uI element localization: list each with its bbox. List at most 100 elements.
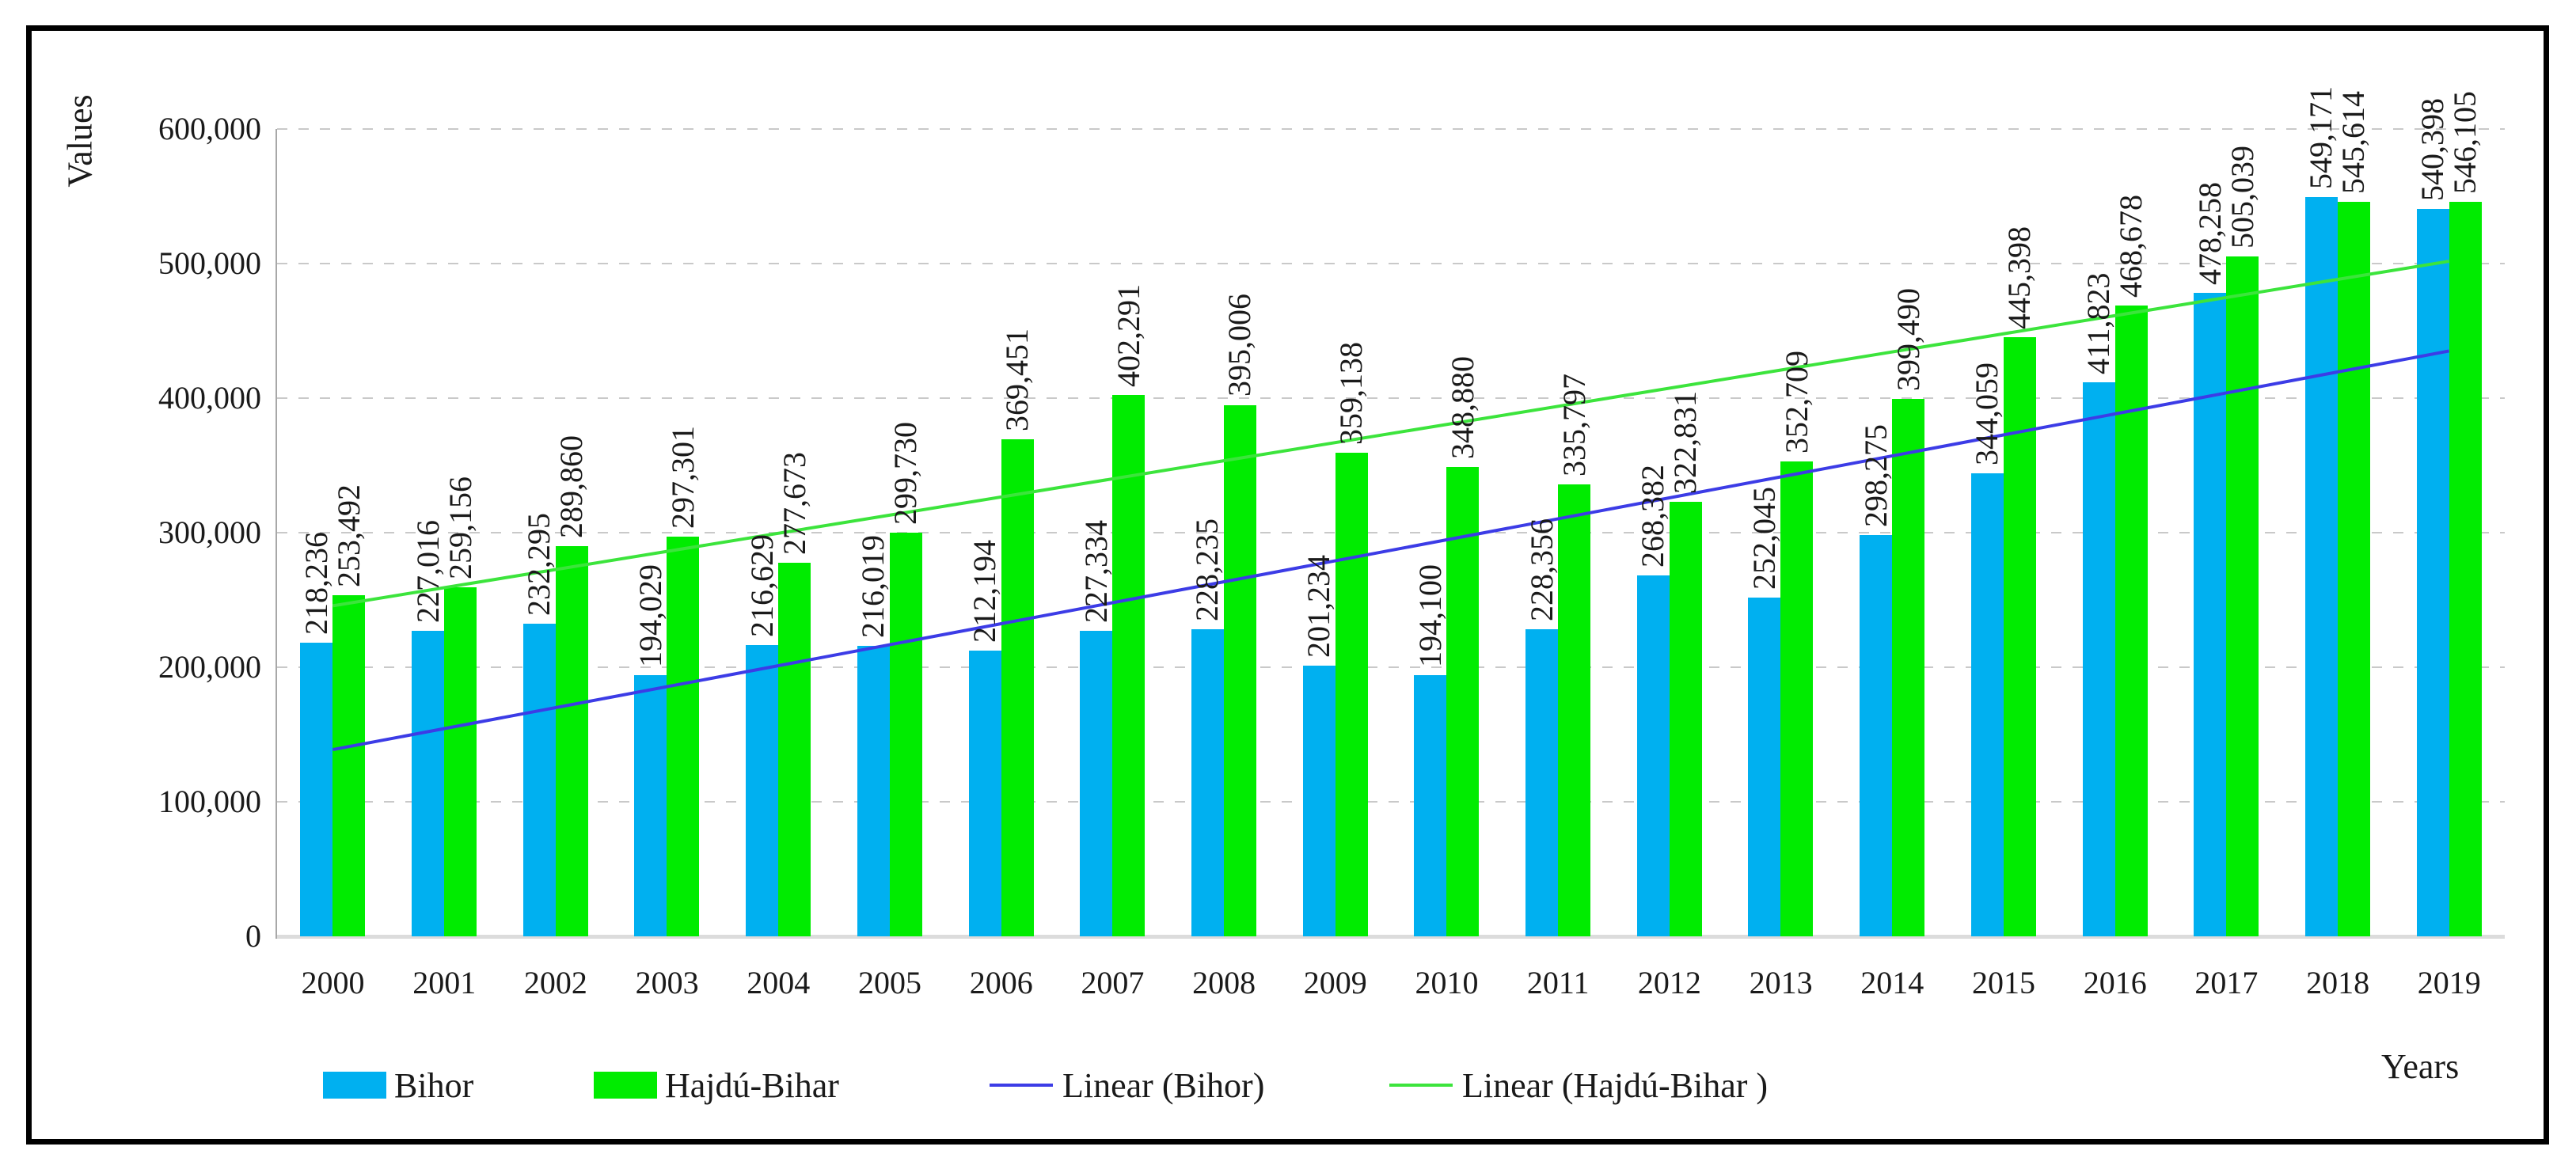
plot-area: 218,236 253,492 227,016 259,156 232,295 289,8…: [275, 86, 2505, 939]
bar-hajd-bihar: [2003, 336, 2036, 936]
bar-value-label: 545,614: [2335, 91, 2372, 195]
bar-hajd-bihar: [2449, 201, 2482, 936]
year-tick-label: 2014: [1860, 965, 1924, 1000]
legend-label: Bihor: [394, 1065, 474, 1105]
x-axis-line: [277, 935, 2505, 939]
year-tick-label: 2007: [1081, 965, 1145, 1000]
bar-hajd-bihar: [1780, 461, 1814, 936]
bar-value-label: 228,356: [1523, 518, 1560, 621]
bar-value-label: 253,492: [330, 484, 367, 588]
legend-swatch-hajd-bihar: [594, 1072, 657, 1099]
bar-value-label: 505,039: [2224, 146, 2260, 249]
bar-bihor: [522, 624, 556, 936]
bar-hajd-bihar: [778, 562, 811, 936]
bar-value-label: 352,709: [1778, 351, 1814, 454]
bar-value-label: 268,382: [1635, 464, 1671, 568]
bar-value-label: 227,016: [409, 520, 446, 624]
year-tick-label: 2006: [969, 965, 1033, 1000]
bar-bihor: [2082, 382, 2115, 936]
year-tick-label: 2003: [635, 965, 699, 1000]
bar-bihor: [746, 644, 779, 936]
year-tick-label: 2011: [1526, 965, 1590, 1000]
bar-value-label: 399,490: [1890, 287, 1926, 391]
bar-value-label: 228,235: [1189, 518, 1225, 621]
bar-value-label: 201,234: [1301, 554, 1337, 658]
trendlines-layer: [332, 260, 2450, 752]
legend-line-linear-hajd-bihar: [1389, 1084, 1453, 1087]
legend-item-linear-bihor: Linear (Bihor): [990, 1065, 1265, 1105]
bar-hajd-bihar: [332, 595, 366, 936]
bar-hajd-bihar: [1558, 484, 1591, 936]
bar-value-label: 232,295: [521, 513, 557, 617]
grid-line: [277, 532, 2505, 533]
year-tick-label: 2002: [523, 965, 587, 1000]
bar-hajd-bihar: [667, 536, 700, 936]
y-tick-label: 200,000: [158, 649, 261, 685]
year-tick-label: 2010: [1415, 965, 1479, 1000]
x-axis-title: Years: [2381, 1047, 2460, 1086]
bar-hajd-bihar: [1335, 453, 1368, 936]
year-tick-label: 2019: [2417, 965, 2481, 1000]
bar-value-label: 298,275: [1857, 423, 1894, 527]
bar-value-label: 299,730: [887, 422, 924, 526]
bar-bihor: [1302, 665, 1335, 936]
bar-value-label: 335,797: [1556, 374, 1592, 477]
bar-value-label: 395,006: [1222, 294, 1258, 397]
bar-value-label: 402,291: [1110, 284, 1146, 388]
bar-bihor: [2194, 292, 2227, 936]
bar-bihor: [1970, 473, 2004, 936]
legend-label: Linear (Bihor): [1062, 1065, 1265, 1105]
legend-line-linear-bihor: [990, 1084, 1053, 1087]
year-tick-label: 2015: [1972, 965, 2035, 1000]
bar-bihor: [857, 645, 890, 936]
bar-hajd-bihar: [444, 587, 477, 936]
bar-value-label: 478,258: [2191, 181, 2228, 285]
bar-value-label: 344,059: [1969, 363, 2005, 466]
bar-value-label: 445,398: [2001, 226, 2038, 329]
bar-value-label: 252,045: [1746, 486, 1782, 590]
legend-label: Linear (Hajdú-Bihar ): [1462, 1065, 1769, 1105]
bar-value-label: 194,100: [1411, 564, 1448, 668]
bar-bihor: [412, 631, 445, 936]
grid-line: [277, 397, 2505, 399]
year-tick-label: 2018: [2306, 965, 2370, 1000]
bar-value-label: 549,171: [2303, 86, 2339, 190]
bar-bihor: [300, 643, 333, 936]
bar-hajd-bihar: [2337, 202, 2370, 936]
bar-bihor: [2304, 197, 2338, 936]
bar-hajd-bihar: [1112, 395, 1146, 936]
legend-label: Hajdú-Bihar: [665, 1065, 839, 1105]
bar-bihor: [634, 675, 667, 936]
bar-hajd-bihar: [1892, 398, 1925, 936]
bar-hajd-bihar: [555, 546, 588, 936]
year-tick-label: 2016: [2083, 965, 2147, 1000]
bar-value-label: 348,880: [1444, 355, 1480, 459]
bar-value-label: 216,629: [743, 533, 780, 637]
bar-hajd-bihar: [1446, 466, 1480, 936]
bar-bihor: [968, 651, 1001, 936]
bar-value-label: 369,451: [999, 328, 1035, 431]
bar-value-label: 216,019: [855, 534, 891, 638]
bar-hajd-bihar: [1223, 404, 1256, 936]
bar-bihor: [1748, 597, 1781, 936]
y-tick-label: 300,000: [158, 514, 261, 550]
y-tick-label: 100,000: [158, 784, 261, 819]
grid-line: [277, 801, 2505, 803]
bar-bihor: [1636, 575, 1670, 936]
year-tick-label: 2008: [1192, 965, 1256, 1000]
year-tick-label: 2005: [858, 965, 921, 1000]
bar-value-label: 411,823: [2080, 272, 2117, 374]
bar-value-label: 289,860: [553, 435, 590, 539]
year-tick-label: 2013: [1749, 965, 1813, 1000]
bar-bihor: [1860, 534, 1893, 936]
bar-hajd-bihar: [889, 533, 922, 936]
year-tick-label: 2004: [747, 965, 811, 1000]
y-axis-line: [275, 129, 277, 939]
year-tick-label: 2009: [1303, 965, 1367, 1000]
bar-bihor: [1191, 629, 1224, 936]
grid-line: [277, 128, 2505, 130]
bar-hajd-bihar: [1001, 438, 1034, 936]
year-tick-label: 2012: [1637, 965, 1701, 1000]
bar-bihor: [1080, 630, 1113, 936]
